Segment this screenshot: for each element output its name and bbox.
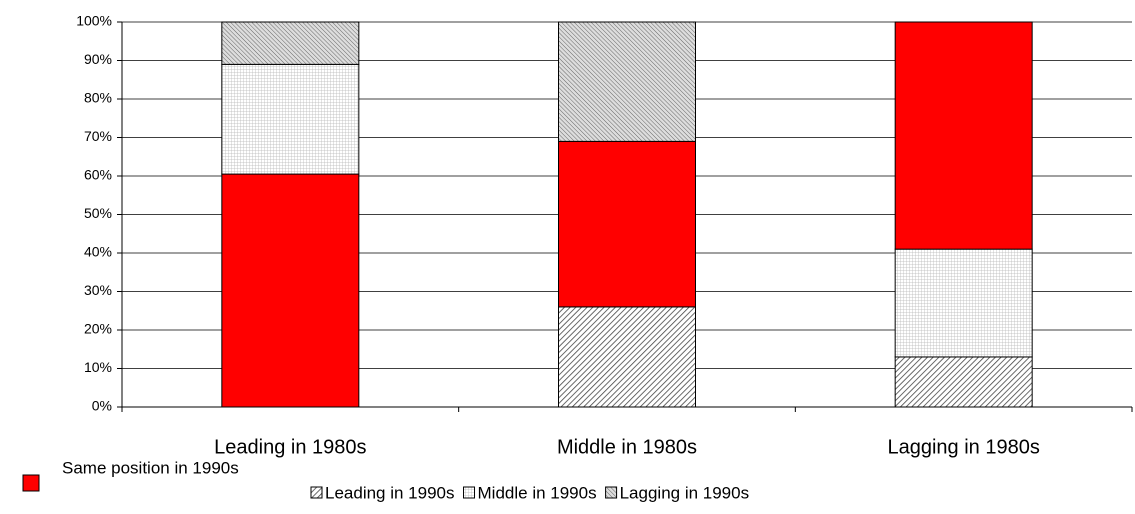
y-tick-label: 40% xyxy=(84,244,112,260)
legend-label: Same position in 1990s xyxy=(62,458,239,477)
y-tick-label: 60% xyxy=(84,167,112,183)
y-tick-label: 80% xyxy=(84,90,112,106)
y-tick-label: 70% xyxy=(84,128,112,144)
x-tick-label: Leading in 1980s xyxy=(214,436,366,458)
legend-swatch xyxy=(22,474,40,492)
y-tick-label: 100% xyxy=(76,13,112,29)
y-tick-label: 30% xyxy=(84,282,112,298)
bar-segment xyxy=(894,21,1033,250)
legend-swatch xyxy=(605,486,618,499)
y-tick-label: 90% xyxy=(84,51,112,67)
x-tick-label: Middle in 1980s xyxy=(557,436,697,458)
legend-label: Lagging in 1990s xyxy=(620,483,750,502)
legend-swatch xyxy=(310,486,323,499)
y-tick-label: 50% xyxy=(84,205,112,221)
bar-segment xyxy=(221,21,360,65)
y-tick-label: 10% xyxy=(84,359,112,375)
y-tick-label: 0% xyxy=(92,398,112,414)
x-tick-label: Lagging in 1980s xyxy=(887,436,1039,458)
legend-label: Middle in 1990s xyxy=(478,483,597,502)
bar-segment xyxy=(558,21,696,142)
bar-segment xyxy=(221,63,360,175)
bar-segment xyxy=(894,248,1033,358)
legend-label: Leading in 1990s xyxy=(325,483,455,502)
bar-segment xyxy=(558,140,696,308)
bar-segment xyxy=(558,306,696,408)
bar-segment xyxy=(894,356,1033,408)
bar-segment xyxy=(221,173,360,408)
y-tick-label: 20% xyxy=(84,321,112,337)
legend-swatch xyxy=(463,486,476,499)
